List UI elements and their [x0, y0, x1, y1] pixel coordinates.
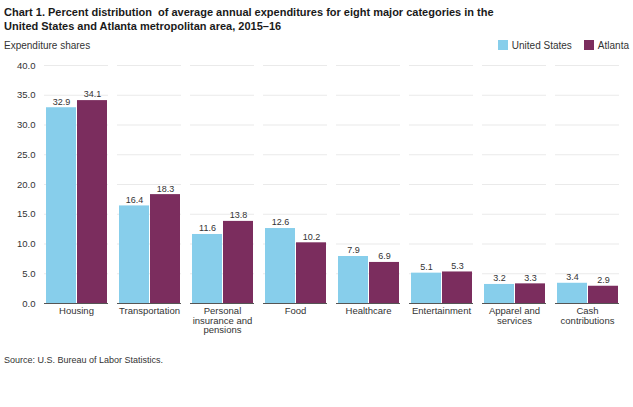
svg-text:Apparel andservices: Apparel andservices: [489, 305, 540, 326]
svg-text:Personalinsurance andpensions: Personalinsurance andpensions: [193, 305, 253, 335]
svg-text:16.4: 16.4: [126, 195, 144, 205]
html-text:Atlanta: Atlanta: [597, 39, 629, 51]
html-text:United States: United States: [511, 39, 572, 51]
svg-text:0.0: 0.0: [22, 298, 35, 309]
html-text:Expenditure shares: Expenditure shares: [4, 39, 91, 51]
svg-text:Transportation: Transportation: [119, 305, 180, 316]
svg-text:Entertainment: Entertainment: [412, 305, 472, 316]
svg-text:3.2: 3.2: [493, 273, 506, 283]
svg-text:18.3: 18.3: [157, 183, 175, 193]
svg-text:7.9: 7.9: [347, 245, 360, 255]
svg-text:2.9: 2.9: [597, 275, 610, 285]
svg-text:3.4: 3.4: [566, 272, 579, 282]
html-text:Source: U.S. Bureau of Labor S: Source: U.S. Bureau of Labor Statistics.: [4, 355, 164, 365]
svg-text:3.3: 3.3: [524, 273, 537, 283]
svg-text:40.0: 40.0: [17, 60, 36, 71]
svg-text:5.3: 5.3: [451, 261, 464, 271]
svg-text:30.0: 30.0: [17, 119, 36, 130]
svg-text:34.1: 34.1: [84, 89, 102, 99]
svg-text:11.6: 11.6: [199, 223, 216, 233]
svg-text:35.0: 35.0: [17, 89, 36, 100]
svg-text:Housing: Housing: [59, 305, 94, 316]
svg-text:20.0: 20.0: [17, 179, 36, 190]
svg-text:32.9: 32.9: [53, 97, 71, 107]
svg-text:6.9: 6.9: [378, 251, 391, 261]
svg-text:Cashcontributions: Cashcontributions: [561, 305, 615, 326]
svg-text:12.6: 12.6: [272, 217, 290, 227]
html-text:Chart 1. Percent distribution: Chart 1. Percent distribution of average…: [4, 6, 494, 32]
svg-text:10.0: 10.0: [17, 238, 36, 249]
svg-text:15.0: 15.0: [17, 208, 36, 219]
svg-text:Food: Food: [285, 305, 307, 316]
svg-text:5.1: 5.1: [420, 262, 433, 272]
svg-text:10.2: 10.2: [303, 232, 321, 242]
svg-text:Healthcare: Healthcare: [346, 305, 392, 316]
svg-text:13.8: 13.8: [230, 210, 248, 220]
svg-text:5.0: 5.0: [22, 268, 35, 279]
svg-text:25.0: 25.0: [17, 149, 36, 160]
